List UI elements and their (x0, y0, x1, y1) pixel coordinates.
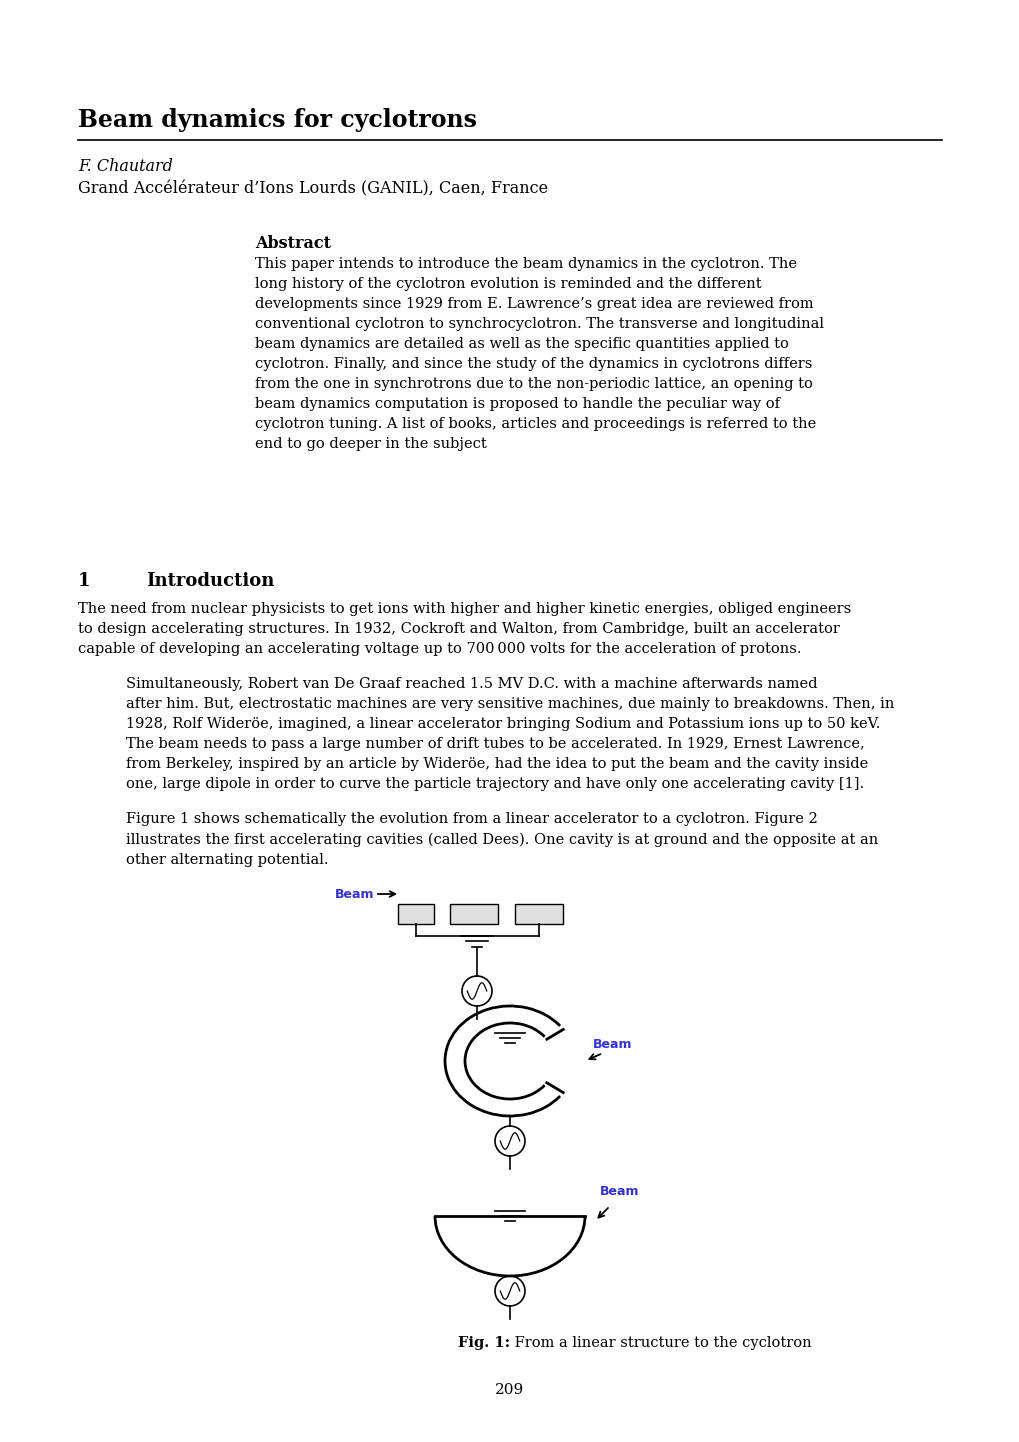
Text: Figure 1 shows schematically the evolution from a linear accelerator to a cyclot: Figure 1 shows schematically the evoluti… (126, 812, 877, 867)
Text: 1: 1 (77, 572, 91, 590)
Text: From a linear structure to the cyclotron: From a linear structure to the cyclotron (510, 1335, 811, 1350)
Text: Beam dynamics for cyclotrons: Beam dynamics for cyclotrons (77, 108, 477, 133)
Text: 209: 209 (495, 1383, 524, 1397)
FancyBboxPatch shape (397, 904, 433, 924)
Text: Abstract: Abstract (255, 235, 331, 252)
Text: Beam: Beam (592, 1038, 632, 1051)
Text: The need from nuclear physicists to get ions with higher and higher kinetic ener: The need from nuclear physicists to get … (77, 601, 851, 656)
FancyBboxPatch shape (449, 904, 497, 924)
Text: Introduction: Introduction (146, 572, 274, 590)
Text: Fig. 1:: Fig. 1: (458, 1335, 510, 1350)
Text: F. Chautard: F. Chautard (77, 159, 172, 174)
Text: Grand Accélérateur d’Ions Lourds (GANIL), Caen, France: Grand Accélérateur d’Ions Lourds (GANIL)… (77, 180, 547, 198)
Text: Simultaneously, Robert van De Graaf reached 1.5 MV D.C. with a machine afterward: Simultaneously, Robert van De Graaf reac… (126, 676, 894, 792)
Text: Beam: Beam (334, 887, 374, 900)
FancyBboxPatch shape (515, 904, 562, 924)
Text: Beam: Beam (599, 1185, 639, 1198)
Text: This paper intends to introduce the beam dynamics in the cyclotron. The
long his: This paper intends to introduce the beam… (255, 257, 823, 451)
